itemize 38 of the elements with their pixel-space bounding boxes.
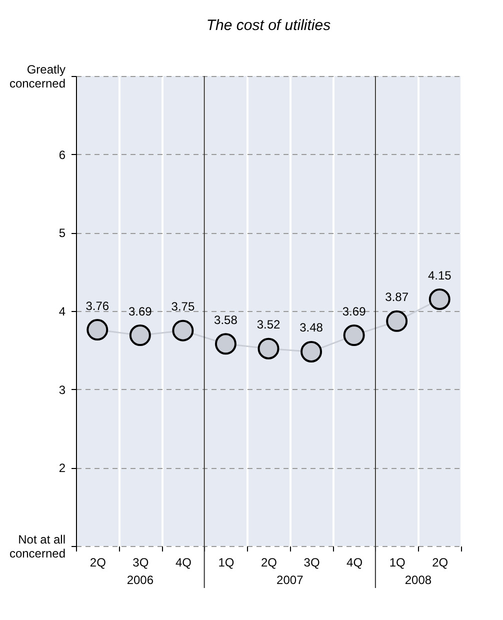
x-tick-label: 3Q — [132, 556, 149, 570]
y-tick-label: Greatly concerned — [9, 62, 66, 90]
x-tick-label: 3Q — [304, 556, 320, 570]
data-label: 4.15 — [428, 268, 452, 282]
data-label: 3.87 — [385, 290, 409, 304]
y-tick-label: 4 — [58, 304, 66, 318]
y-tick-label: Not at all concerned — [9, 532, 66, 560]
point — [343, 324, 365, 346]
point — [386, 310, 408, 332]
point — [129, 324, 151, 346]
x-tick-label: 2Q — [260, 556, 278, 570]
data-label: 3.69 — [342, 304, 366, 318]
text: 2007 — [276, 573, 304, 587]
y-tick-label: 6 — [58, 148, 66, 162]
data-label: 3.75 — [171, 300, 195, 314]
x-tick-label: 4Q — [346, 556, 363, 570]
point — [172, 320, 194, 342]
data-label: 3.52 — [256, 318, 280, 332]
point — [300, 341, 322, 362]
y-tick-label: 2 — [58, 461, 66, 476]
x-tick-label: 1Q — [389, 556, 406, 570]
chart-title: The cost of utilities — [206, 17, 332, 34]
point — [214, 333, 236, 355]
data-label: 3.58 — [214, 312, 238, 327]
data-label: 3.69 — [128, 304, 152, 318]
point — [428, 288, 450, 310]
point — [258, 338, 280, 360]
data-label: 3.48 — [300, 320, 324, 335]
data-label: 3.76 — [86, 298, 110, 313]
x-tick-label: 4Q — [175, 556, 192, 570]
text: 2008 — [404, 573, 432, 587]
y-tick-label: 5 — [58, 226, 66, 240]
text: 2006 — [126, 573, 154, 587]
x-tick-label: 1Q — [218, 556, 234, 570]
y-tick-label: 3 — [58, 382, 66, 397]
x-tick-label: 2Q — [432, 556, 448, 570]
point — [86, 319, 108, 341]
x-tick-label: 2Q — [90, 556, 106, 570]
